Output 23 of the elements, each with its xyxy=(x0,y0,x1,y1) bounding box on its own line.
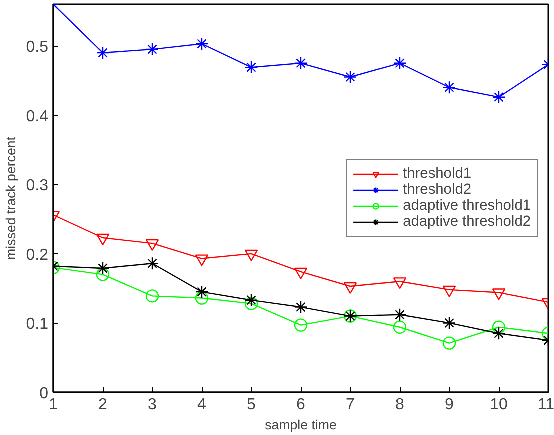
x-tick-label: 9 xyxy=(445,396,454,414)
y-tick-label: 0 xyxy=(40,386,49,402)
legend-label: adaptive threshold2 xyxy=(403,214,531,230)
x-tick-label: 10 xyxy=(490,396,508,414)
y-tick-label: 0.4 xyxy=(26,108,49,126)
x-tick-label: 2 xyxy=(98,396,108,414)
x-tick-label: 6 xyxy=(296,396,306,414)
legend-label: adaptive threshold1 xyxy=(403,198,531,214)
x-tick-label: 8 xyxy=(396,396,405,414)
y-tick-label: 0.2 xyxy=(26,246,49,264)
y-tick-label: 0.5 xyxy=(26,39,49,56)
legend-label: threshold2 xyxy=(403,182,472,198)
x-tick-label: 1 xyxy=(49,396,58,414)
x-axis-title: sample time xyxy=(265,418,337,432)
x-tick-label: 7 xyxy=(346,396,356,414)
y-tick-label: 0.3 xyxy=(26,178,49,195)
x-tick-label: 3 xyxy=(148,396,158,414)
y-tick-label: 0.1 xyxy=(26,316,49,334)
x-tick-label: 4 xyxy=(198,396,207,414)
y-axis-title: missed track percent xyxy=(3,136,18,260)
x-tick-label: 5 xyxy=(247,396,256,414)
x-tick-label: 11 xyxy=(538,396,554,414)
legend-label: threshold1 xyxy=(403,166,472,182)
